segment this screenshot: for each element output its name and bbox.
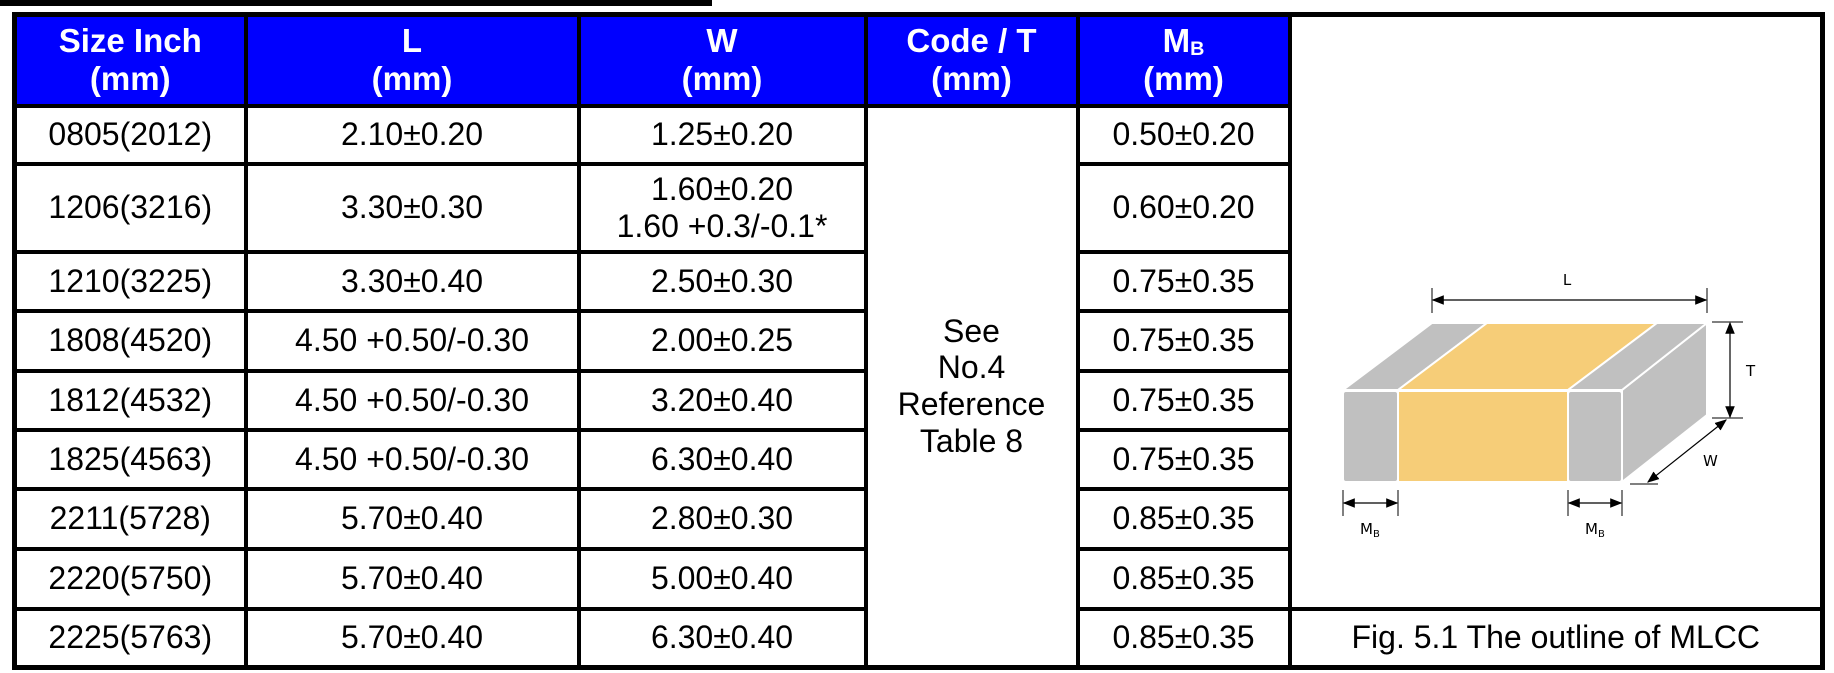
cell-w: 5.00±0.40 [576,546,868,611]
header-mb-line1: M [1162,22,1191,60]
header-code-t: Code / T (mm) [863,12,1080,108]
cell-w-value: 2.00±0.25 [650,322,794,359]
cell-w-value: 1.25±0.20 [650,116,794,153]
cell-mb: 0.60±0.20 [1075,161,1292,254]
figure-caption: Fig. 5.1 The outline of MLCC [1287,606,1825,670]
header-l: L (mm) [243,12,581,108]
header-row: Size Inch (mm) L (mm) W (mm) Code / T (mm) M… [12,12,1825,108]
cell-mb: 0.85±0.35 [1075,606,1292,670]
table-row: 2225(5763) 5.70±0.40 6.30±0.40 0.85±0.35 F… [12,606,1825,670]
table-row: 2220(5750) 5.70±0.40 5.00±0.40 0.85±0.35 [12,546,1823,611]
cell-size: 0805(2012) [12,103,248,166]
cell-w-value: 3.20±0.40 [650,381,794,418]
table-row: 1812(4532) 4.50 +0.50/-0.30 3.20±0.40 0.7… [12,368,1823,432]
cell-w: 1.60±0.20 1.60 +0.3/-0.1* [576,161,868,254]
mlcc-dimension-table: Size Inch (mm) L (mm) W (mm) Code / T (mm) M… [12,12,1825,670]
header-l-line1: L [401,22,423,60]
cell-w: 6.30±0.40 [576,427,868,491]
cell-l: 5.70±0.40 [243,486,581,551]
cell-mb: 0.50±0.20 [1075,103,1292,166]
cell-l: 4.50 +0.50/-0.30 [243,368,581,432]
table-row: 1206(3216) 3.30±0.30 1.60±0.20 1.60 +0.3/… [12,161,1823,254]
cell-w-value: 6.30±0.40 [650,440,794,477]
cell-w: 2.00±0.25 [576,308,868,373]
table-row: 1825(4563) 4.50 +0.50/-0.30 6.30±0.40 0.7… [12,427,1823,491]
code-t-line3: Reference [897,386,1046,423]
header-w-unit: (mm) [681,60,763,98]
cell-w: 2.50±0.30 [576,249,868,313]
cell-w: 2.80±0.30 [576,486,868,551]
figure-cell [1287,12,1825,106]
table-row: 1808(4520) 4.50 +0.50/-0.30 2.00±0.25 0.7… [12,308,1823,373]
header-mb: MB (mm) [1075,12,1292,108]
header-code-line1: Code / T [906,22,1037,60]
cell-l: 2.10±0.20 [243,103,581,166]
cell-w: 3.20±0.40 [576,368,868,432]
cell-size: 2225(5763) [12,606,248,670]
header-l-unit: (mm) [371,60,453,98]
cell-w: 1.25±0.20 [576,103,868,166]
header-w-line1: W [706,22,738,60]
cell-l: 5.70±0.40 [243,606,581,670]
cell-size: 2211(5728) [12,486,248,551]
cell-mb: 0.85±0.35 [1075,546,1292,611]
table-row: 2211(5728) 5.70±0.40 2.80±0.30 0.85±0.35 [12,486,1823,551]
cell-w-value: 5.00±0.40 [650,560,794,597]
top-rule [0,0,712,6]
code-t-line1: See [943,312,1000,349]
code-t-line2: No.4 [937,349,1006,386]
cell-size: 2220(5750) [12,546,248,611]
cell-code-t: See No.4 Reference Table 8 [863,103,1080,670]
cell-w-value: 1.60±0.20 [650,170,794,207]
header-size: Size Inch (mm) [12,12,248,108]
header-w: W (mm) [576,12,868,108]
header-code-unit: (mm) [931,60,1012,98]
cell-size: 1812(4532) [12,368,248,432]
cell-w: 6.30±0.40 [576,606,868,670]
header-size-line1: Size Inch [58,22,202,60]
cell-size: 1808(4520) [12,308,248,373]
cell-mb: 0.75±0.35 [1075,368,1292,432]
cell-w-value: 6.30±0.40 [650,619,794,656]
cell-mb: 0.75±0.35 [1075,308,1292,373]
cell-size: 1825(4563) [12,427,248,491]
cell-mb: 0.75±0.35 [1075,427,1292,491]
header-mb-sub: B [1190,38,1205,61]
cell-size: 1210(3225) [12,249,248,313]
cell-l: 4.50 +0.50/-0.30 [243,427,581,491]
cell-l: 3.30±0.30 [243,161,581,254]
cell-w-value: 2.80±0.30 [650,500,794,537]
cell-w-value: 2.50±0.30 [650,262,794,299]
header-mb-unit: (mm) [1143,60,1224,98]
table-row: 0805(2012) 2.10±0.20 1.25±0.20 See No.4 Ref… [12,103,1823,670]
cell-l: 3.30±0.40 [243,249,581,313]
cell-size: 1206(3216) [12,161,248,254]
table-row: 1210(3225) 3.30±0.40 2.50±0.30 0.75±0.35 [12,249,1823,313]
cell-mb: 0.85±0.35 [1075,486,1292,551]
header-size-unit: (mm) [89,60,171,98]
cell-w-alt-value: 1.60 +0.3/-0.1* [616,207,828,244]
cell-mb: 0.75±0.35 [1075,249,1292,313]
cell-l: 4.50 +0.50/-0.30 [243,308,581,373]
cell-l: 5.70±0.40 [243,546,581,611]
code-t-line4: Table 8 [919,423,1024,460]
